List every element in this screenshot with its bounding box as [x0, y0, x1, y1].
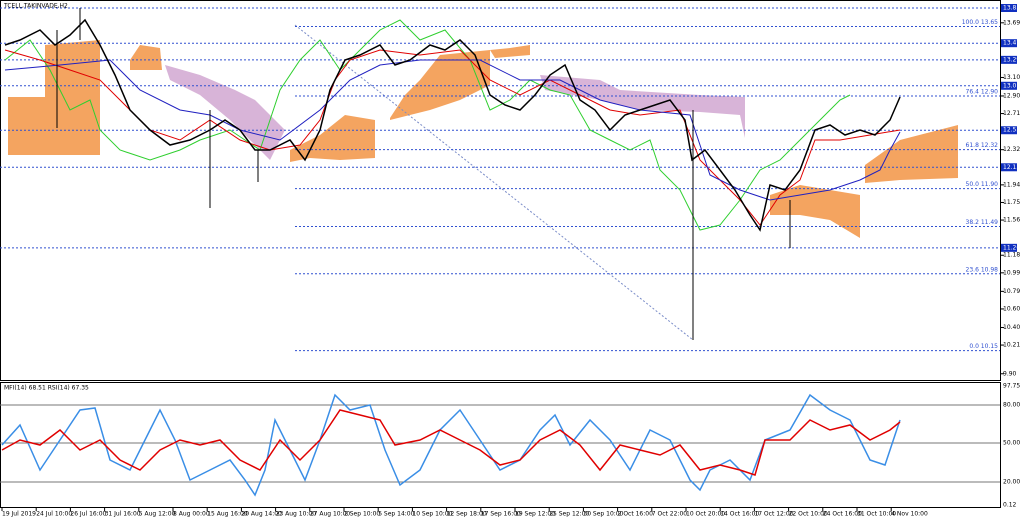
- indicator-lines: [4, 19, 901, 231]
- time-label: 2 Oct 16:00: [618, 511, 653, 518]
- price-label: 13.69: [1003, 19, 1020, 26]
- time-label: 22 Oct 10:00: [789, 511, 828, 518]
- price-label: 12.13: [1003, 164, 1020, 171]
- price-label: 11.56: [1003, 217, 1020, 224]
- fib-label: 100.0 13.65: [962, 19, 998, 26]
- time-label: 20 Aug 14:00: [241, 511, 282, 518]
- price-box: [1001, 81, 1017, 90]
- time-label: 8 Aug 00:00: [173, 511, 210, 518]
- time-label: 7 Oct 22:00: [652, 511, 687, 518]
- price-label: 12.53: [1003, 127, 1020, 134]
- time-label: 25 Sep 12:00: [549, 511, 589, 518]
- time-label: 19 Sep 12:00: [515, 511, 555, 518]
- fib-label: 76.4 12.90: [966, 88, 999, 95]
- time-label: 24 Oct 16:00: [823, 511, 862, 518]
- price-label: 10.40: [1003, 324, 1020, 331]
- indicator-label: MFI(14) 68.51 RSI(14) 67.35: [4, 385, 89, 392]
- price-box: [1001, 39, 1017, 48]
- fib-label: 23.6 10.98: [966, 266, 999, 273]
- indicator-axis-label: 0.12: [1003, 502, 1017, 509]
- price-box: [1001, 4, 1017, 12]
- price-label: 11.18: [1003, 252, 1020, 259]
- time-label: 2 Sep 10:00: [344, 511, 380, 518]
- price-label: 11.26: [1003, 244, 1020, 251]
- fib-trend-line: [294, 24, 694, 341]
- time-label: 23 Aug 10:00: [276, 511, 317, 518]
- price-label: 13.01: [1003, 82, 1020, 89]
- time-label: 24 Jul 10:00: [36, 511, 72, 518]
- time-label: 10 Sep 10:00: [412, 511, 452, 518]
- price-label: 10.21: [1003, 342, 1020, 349]
- price-box: [1001, 55, 1017, 64]
- time-label: 14 Oct 16:00: [720, 511, 759, 518]
- time-label: 17 Oct 12:00: [754, 511, 793, 518]
- oscillator-lines: [1, 393, 901, 497]
- price-label: 13.47: [1003, 40, 1020, 47]
- time-label: 30 Sep 10:00: [583, 511, 623, 518]
- price-box: [1001, 126, 1017, 135]
- time-label: 5 Sep 14:00: [378, 511, 414, 518]
- price-box: [1001, 243, 1017, 252]
- time-label: 31 Jul 16:00: [105, 511, 141, 518]
- chart-frame: [0, 0, 1001, 508]
- time-label: 10 Oct 20:00: [686, 511, 725, 518]
- price-label: 10.79: [1003, 288, 1020, 295]
- time-label: 17 Sep 16:00: [481, 511, 521, 518]
- price-label: 10.99: [1003, 269, 1020, 276]
- price-label: 12.71: [1003, 110, 1020, 117]
- time-label: 15 Aug 16:00: [207, 511, 248, 518]
- price-label: 13.10: [1003, 74, 1020, 81]
- price-label: 12.32: [1003, 146, 1020, 153]
- level-lines: [0, 7, 1004, 511]
- price-label: 10.60: [1003, 305, 1020, 312]
- ichimoku-cloud: [8, 40, 958, 238]
- time-label: 31 Oct 10:00: [857, 511, 896, 518]
- labels: TCELL,TAKINVADE,H2 13.85 13.69 13.47 13.29 13…: [2, 3, 1020, 518]
- price-label: 11.75: [1003, 199, 1020, 206]
- time-label: 26 Jul 16:00: [70, 511, 106, 518]
- price-label: 13.29: [1003, 56, 1020, 63]
- time-label: 19 Jul 2019: [2, 511, 36, 518]
- price-label: 11.94: [1003, 181, 1020, 188]
- fib-label: 50.0 11.90: [966, 181, 999, 188]
- indicator-axis-label: 97.75: [1003, 383, 1020, 390]
- time-label: 27 Aug 10:00: [310, 511, 351, 518]
- indicator-axis-label: 50.00: [1003, 440, 1020, 447]
- time-label: 12 Sep 18:00: [447, 511, 487, 518]
- indicator-axis-label: 20.00: [1003, 479, 1020, 486]
- time-label: 5 Aug 12:00: [139, 511, 176, 518]
- indicator-axis-label: 80.00: [1003, 402, 1020, 409]
- price-candles: [4, 8, 901, 340]
- time-label: 4 Nov 10:00: [891, 511, 928, 518]
- fib-label: 38.2 11.49: [966, 219, 999, 226]
- fib-label: 61.8 12.32: [966, 142, 999, 149]
- price-box: [1001, 163, 1017, 172]
- price-label: 12.90: [1003, 92, 1020, 99]
- price-label: 9.90: [1003, 370, 1017, 377]
- window-title: TCELL,TAKINVADE,H2: [3, 3, 68, 10]
- price-label: 13.85: [1003, 5, 1020, 12]
- fib-label: 0.0 10.15: [969, 343, 998, 350]
